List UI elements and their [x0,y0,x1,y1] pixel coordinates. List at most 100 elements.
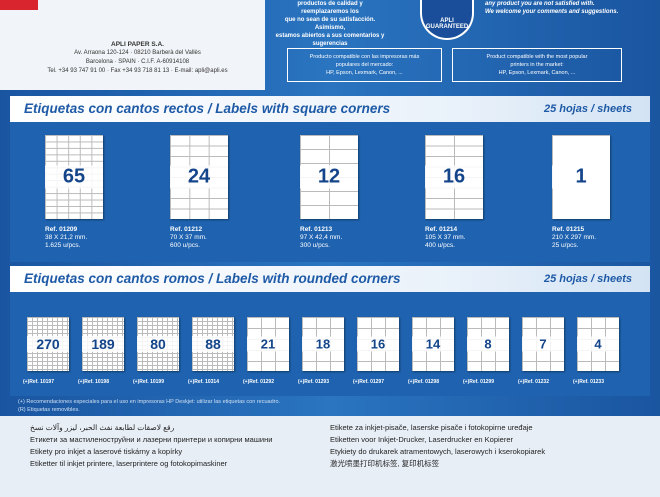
contact: Tel. +34 93 747 91 00 · Fax +34 93 718 8… [47,68,228,74]
line: sugerencias [312,41,348,47]
section-title-band: Etiquetas con cantos rectos / Labels wit… [10,96,650,122]
label-sheet: 8 [467,317,509,371]
ref: Ref. 01212 [170,226,203,233]
label-sheet: 4 [577,317,619,371]
seal-text: GUARANTEED [425,24,469,30]
note: (+) Recomendaciones especiales para el u… [18,399,281,405]
product-info: Ref. 01213 97 X 42,4 mm. 300 u/pcs. [300,226,390,250]
qty: 300 u/pcs. [300,242,330,249]
product-ref: (+)Ref. 01293 [298,379,329,385]
language-line: 激光喷墨打印机标签, 复印机标签 [330,459,440,468]
label-count: 7 [522,336,564,352]
product-ref: (+)Ref. 01232 [518,379,549,385]
size: 70 X 37 mm. [170,234,207,241]
company-name: APLI PAPER S.A. [111,41,164,48]
sheets-note: 25 hojas / sheets [543,103,632,115]
size: 210 X 297 mm. [552,234,597,241]
top-text-es: productos de calidad y reemplazaremos lo… [275,0,385,48]
guarantee-seal: APLI GUARANTEED [420,0,474,40]
language-line: Etiketten voor Inkjet-Drucker, Laserdruc… [330,435,513,444]
label-sheet: 16 [357,317,399,371]
white-panel [0,0,265,90]
line: productos de calidad y reemplazaremos lo… [297,1,363,15]
label-sheet: 80 [137,317,179,371]
qty: 400 u/pcs. [425,242,455,249]
sheets-note: 25 hojas / sheets [543,273,632,285]
label-count: 88 [192,336,234,352]
size: 105 X 37 mm. [425,234,466,241]
line: HP, Epson, Lexmark, Canon, ... [326,70,403,76]
label-count: 1 [552,165,610,189]
language-line: Etikety pro inkjet a laserové tiskárny a… [30,447,183,456]
product-ref: (+)Ref. 01233 [573,379,604,385]
label-count: 18 [302,336,344,352]
language-line: Етикети за мастиленоструйни и лазерни пр… [30,435,273,444]
line: printers in the market: [510,62,564,68]
compat-box-es: Producto compatible con las impresoras m… [287,48,442,82]
seal-brand: APLI [440,18,454,24]
label-count: 65 [45,165,103,189]
qty: 25 u/pcs. [552,242,579,249]
label-count: 14 [412,336,454,352]
product-ref: (+)Ref. 01292 [243,379,274,385]
language-line: Etikete za inkjet-pisače, laserske pisač… [330,423,533,432]
label-count: 12 [300,165,358,189]
product-info: Ref. 01212 70 X 37 mm. 600 u/pcs. [170,226,260,250]
line: any product you are not satisfied with. [485,1,595,7]
product-ref: (+)Ref. 01299 [463,379,494,385]
label-count: 21 [247,336,289,352]
line: HP, Epson, Lexmark, Canon, ... [498,70,576,76]
brand-strip [0,0,38,10]
label-count: 80 [137,336,179,352]
product-info: Ref. 01215 210 X 297 mm. 25 u/pcs. [552,226,642,250]
label-sheet: 7 [522,317,564,371]
ref: Ref. 01214 [425,226,458,233]
languages-band: رقع لاصقات لطابعة نفث الحبر، ليزر وآلات … [0,416,660,497]
label-sheet: 18 [302,317,344,371]
company-info: APLI PAPER S.A. Av. Arraona 120-124 · 08… [10,40,265,76]
section-title: Etiquetas con cantos rectos / Labels wit… [24,101,391,116]
label-sheet: 1 [552,135,610,219]
product-info: Ref. 01209 38 X 21,2 mm. 1.625 u/pcs. [45,226,135,250]
label-sheet: 65 [45,135,103,219]
line: Producto compatible con las impresoras m… [309,54,420,60]
label-count: 189 [82,336,124,352]
label-sheet: 270 [27,317,69,371]
qty: 1.625 u/pcs. [45,242,81,249]
product-info: Ref. 01214 105 X 37 mm. 400 u/pcs. [425,226,515,250]
size: 38 X 21,2 mm. [45,234,88,241]
product-ref: (+)Ref. 10199 [133,379,164,385]
rounded-panel: 270 (+)Ref. 10197 189 (+)Ref. 10198 80 (+)Ref… [10,292,650,396]
language-line: Etiketter til inkjet printere, laserprin… [30,459,228,468]
label-count: 4 [577,336,619,352]
language-line: Etykiety do drukarek atramentowych, lase… [330,447,546,456]
note: (R) Etiquetas removibles. [18,407,80,413]
section-title: Etiquetas con cantos romos / Labels with… [24,271,401,286]
section-title-band: Etiquetas con cantos romos / Labels with… [10,266,650,292]
product-ref: (+)Ref. 10197 [23,379,54,385]
size: 97 X 42,4 mm. [300,234,343,241]
line: Product compatible with the most popular [486,54,588,60]
top-text-en: any product you are not satisfied with. W… [485,0,655,16]
label-sheet: 189 [82,317,124,371]
label-sheet: 88 [192,317,234,371]
line: que no sean de su satisfacción. Asimismo… [284,17,376,31]
product-ref: (+)Ref. 01298 [408,379,439,385]
product-ref: (+)Ref. 10314 [188,379,219,385]
language-line: رقع لاصقات لطابعة نفث الحبر، ليزر وآلات … [30,423,175,432]
ref: Ref. 01209 [45,226,78,233]
line: populares del mercado: [335,62,394,68]
label-sheet: 12 [300,135,358,219]
address: Av. Arraona 120-124 · 08210 Barberà del … [74,50,201,56]
city: Barcelona · SPAIN · C.I.F. A-60914108 [85,59,190,65]
label-count: 24 [170,165,228,189]
label-sheet: 16 [425,135,483,219]
compat-box-en: Product compatible with the most popular… [452,48,622,82]
qty: 600 u/pcs. [170,242,200,249]
label-sheet: 14 [412,317,454,371]
product-ref: (+)Ref. 10198 [78,379,109,385]
footnotes: (+) Recomendaciones especiales para el u… [18,398,638,414]
label-count: 16 [425,165,483,189]
line: We welcome your comments and suggestions… [485,9,619,15]
